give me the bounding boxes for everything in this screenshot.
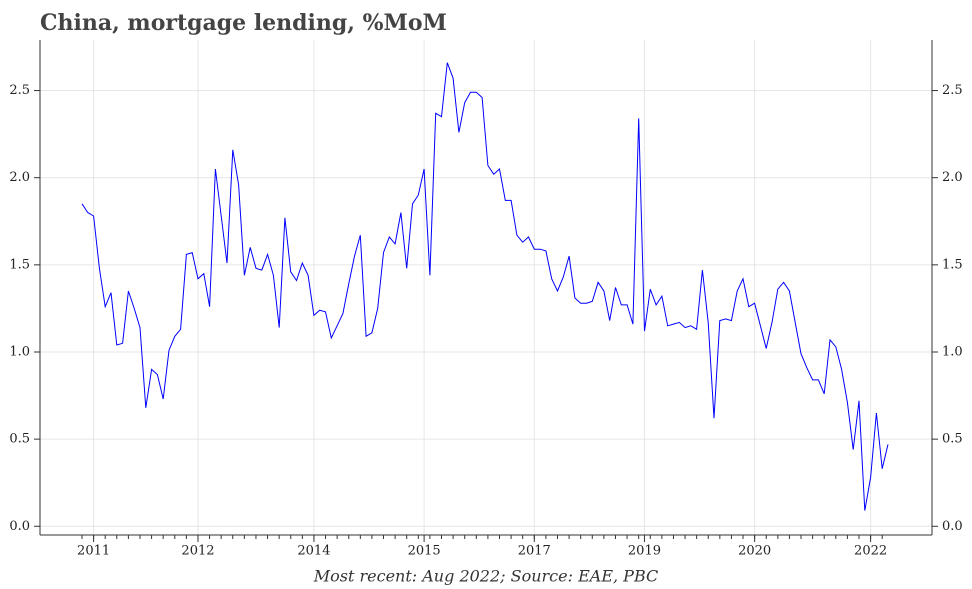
data-line: [81, 62, 889, 511]
y-tick-label: 1.5: [9, 257, 30, 272]
footnote: Most recent: Aug 2022; Source: EAE, PBC: [313, 567, 658, 586]
y2-tick-label: 2.5: [942, 83, 963, 98]
x-tick-label: 2020: [738, 544, 771, 559]
y-tick-label: 1.0: [9, 344, 30, 359]
x-tick-label: 2019: [628, 544, 661, 559]
chart-title: China, mortgage lending, %MoM: [40, 10, 447, 36]
x-tick-label: 2011: [77, 544, 110, 559]
y2-tick-label: 0.5: [942, 432, 963, 447]
x-tick-label: 2022: [854, 544, 887, 559]
x-tick-label: 2017: [518, 544, 551, 559]
y2-tick-label: 1.5: [942, 257, 963, 272]
y-tick-label: 0.5: [9, 432, 30, 447]
y-tick-label: 2.5: [9, 83, 30, 98]
y-tick-label: 2.0: [9, 170, 30, 185]
y2-tick-label: 0.0: [942, 519, 963, 534]
x-tick-label: 2014: [297, 544, 330, 559]
x-tick-label: 2015: [408, 544, 441, 559]
y-tick-label: 0.0: [9, 519, 30, 534]
y2-tick-label: 2.0: [942, 170, 963, 185]
x-tick-label: 2012: [181, 544, 214, 559]
y2-tick-label: 1.0: [942, 344, 963, 359]
